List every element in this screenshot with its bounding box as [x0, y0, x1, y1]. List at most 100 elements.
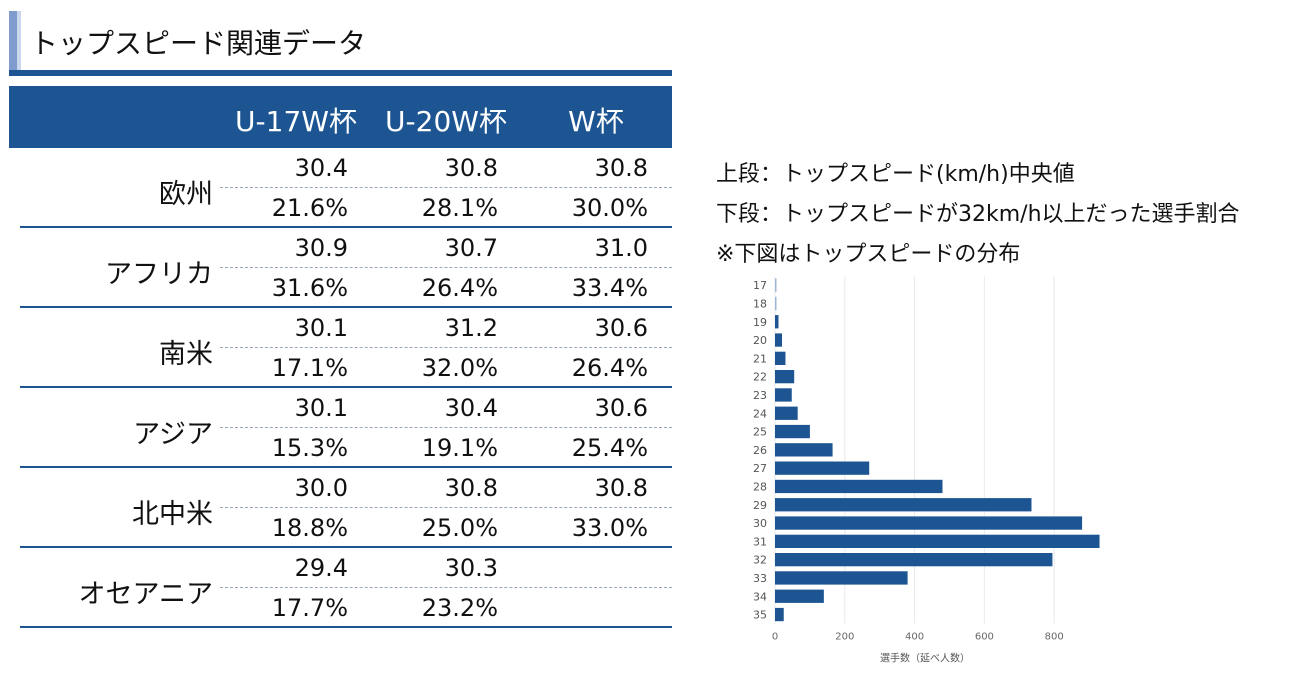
median-speed-value: 30.9	[294, 234, 348, 262]
bar-speed-33	[775, 571, 908, 585]
legend-line-ratio: 下段：トップスピードが32km/h以上だった選手割合	[716, 202, 1240, 227]
ratio-over-32-value: 15.3%	[271, 434, 348, 462]
region-divider	[20, 466, 672, 468]
y-tick-label: 26	[753, 444, 767, 457]
title-accent-bar-light	[17, 11, 21, 71]
y-tick-label: 19	[753, 316, 767, 329]
bar-speed-25	[775, 424, 810, 439]
table-row: アジア 30.1 15.3% 30.4 19.1% 30.6 25.4%	[0, 388, 672, 468]
y-tick-label: 27	[753, 462, 767, 475]
bar-speed-29	[775, 498, 1032, 512]
row-divider-dashed	[220, 507, 672, 508]
region-divider	[20, 306, 672, 308]
x-tick-label: 400	[905, 632, 924, 643]
ratio-over-32-value: 26.4%	[571, 354, 648, 382]
column-header-u17: U-17W杯	[235, 105, 357, 138]
column-header-u20: U-20W杯	[385, 105, 507, 138]
row-divider-dashed	[220, 187, 672, 188]
table-header: U-17W杯 U-20W杯 W杯	[9, 86, 672, 148]
bar-speed-22	[775, 370, 795, 384]
bar-speed-28	[775, 479, 943, 494]
median-speed-value: 30.7	[444, 234, 498, 262]
region-divider	[20, 626, 672, 628]
region-name: 北中米	[132, 499, 213, 530]
y-tick-label: 25	[753, 426, 767, 439]
region-divider	[20, 386, 672, 388]
ratio-over-32-value: 17.1%	[271, 354, 348, 382]
x-axis-label: 選手数（延べ人数）	[880, 652, 970, 665]
median-speed-value: 30.6	[594, 394, 648, 422]
region-name: アフリカ	[105, 259, 213, 290]
y-tick-label: 24	[753, 407, 767, 420]
column-header-w: W杯	[568, 105, 624, 138]
region-divider	[20, 546, 672, 548]
y-tick-label: 30	[753, 517, 767, 530]
bar-speed-32	[775, 553, 1053, 567]
x-tick-label: 600	[975, 632, 994, 643]
y-tick-label: 35	[753, 609, 767, 622]
bar-speed-34	[775, 589, 824, 603]
bar-speed-17	[775, 278, 777, 292]
title-underline	[9, 70, 672, 76]
ratio-over-32-value: 32.0%	[421, 354, 498, 382]
bar-speed-27	[775, 461, 870, 475]
ratio-over-32-value: 31.6%	[271, 274, 348, 302]
table-row: 北中米 30.0 18.8% 30.8 25.0% 30.8 33.0%	[0, 468, 672, 548]
ratio-over-32-value: 18.8%	[271, 514, 348, 542]
bar-speed-24	[775, 406, 798, 420]
ratio-over-32-value: 33.0%	[571, 514, 648, 542]
bar-speed-35	[775, 607, 784, 622]
median-speed-value: 31.0	[594, 234, 648, 262]
ratio-over-32-value: 25.4%	[571, 434, 648, 462]
median-speed-value: 30.8	[444, 154, 498, 182]
median-speed-value: 30.8	[444, 474, 498, 502]
ratio-over-32-value: 26.4%	[421, 274, 498, 302]
ratio-over-32-value: 23.2%	[421, 594, 498, 622]
bar-speed-23	[775, 388, 792, 402]
ratio-over-32-value: 25.0%	[421, 514, 498, 542]
y-tick-label: 32	[753, 554, 767, 567]
x-tick-label: 200	[835, 632, 854, 643]
y-tick-label: 17	[753, 279, 767, 292]
region-name: アジア	[133, 419, 213, 450]
table-row: 欧州 30.4 21.6% 30.8 28.1% 30.8 30.0%	[0, 148, 672, 228]
ratio-over-32-value: 21.6%	[271, 194, 348, 222]
region-name: 南米	[159, 339, 213, 370]
row-divider-dashed	[220, 427, 672, 428]
median-speed-value: 30.8	[594, 154, 648, 182]
bar-speed-18	[775, 296, 777, 311]
median-speed-value: 29.4	[294, 554, 348, 582]
region-name: オセアニア	[78, 579, 213, 610]
median-speed-value: 30.0	[294, 474, 348, 502]
median-speed-value: 30.1	[294, 394, 348, 422]
y-tick-label: 18	[753, 297, 767, 310]
legend-line-distribution: ※下図はトップスピードの分布	[716, 242, 1021, 267]
y-tick-label: 29	[753, 499, 767, 512]
table-row: アフリカ 30.9 31.6% 30.7 26.4% 31.0 33.4%	[0, 228, 672, 308]
y-tick-label: 31	[753, 535, 767, 548]
ratio-over-32-value: 33.4%	[571, 274, 648, 302]
page-title: トップスピード関連データ	[30, 27, 367, 60]
median-speed-value: 31.2	[444, 314, 498, 342]
row-divider-dashed	[220, 347, 672, 348]
title-accent-bar	[9, 11, 17, 71]
y-tick-label: 22	[753, 371, 767, 384]
y-tick-label: 23	[753, 389, 767, 402]
y-tick-label: 20	[753, 334, 767, 347]
bar-speed-20	[775, 333, 782, 347]
row-divider-dashed	[220, 587, 672, 588]
ratio-over-32-value: 17.7%	[271, 594, 348, 622]
legend-line-median: 上段：トップスピード(km/h)中央値	[716, 162, 1075, 187]
row-divider-dashed	[220, 267, 672, 268]
bar-speed-30	[775, 516, 1083, 530]
ratio-over-32-value: 19.1%	[421, 434, 498, 462]
table-row: オセアニア 29.4 17.7% 30.3 23.2%	[0, 548, 672, 628]
x-tick-label: 0	[772, 632, 778, 643]
x-tick-label: 800	[1045, 632, 1064, 643]
bar-speed-31	[775, 534, 1100, 548]
region-name: 欧州	[159, 179, 213, 210]
median-speed-value: 30.4	[444, 394, 498, 422]
table-row: 南米 30.1 17.1% 31.2 32.0% 30.6 26.4%	[0, 308, 672, 388]
median-speed-value: 30.4	[294, 154, 348, 182]
median-speed-value: 30.3	[444, 554, 498, 582]
